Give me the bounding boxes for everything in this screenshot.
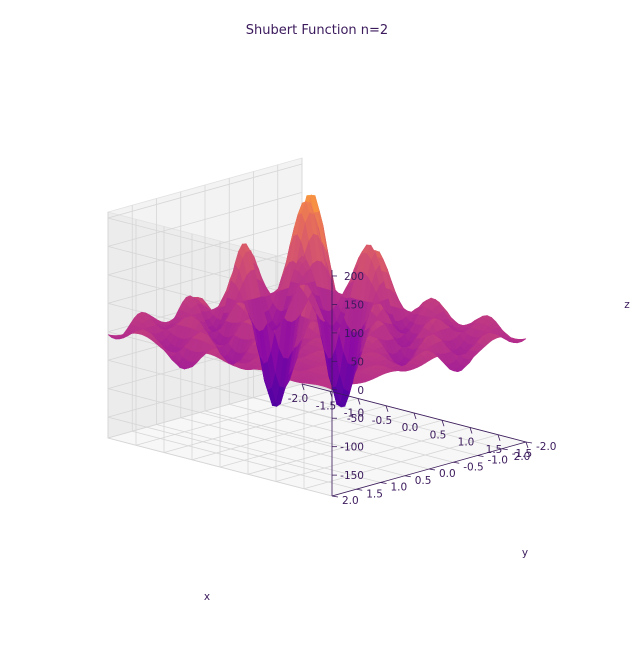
z-axis-label: z: [624, 299, 630, 311]
y-tick-mark: [380, 482, 387, 484]
y-tick-label: 1.5: [366, 488, 383, 500]
z-tick-label: 0: [357, 385, 364, 397]
x-axis-label: x: [204, 591, 210, 603]
gridline-y-floor: [204, 410, 430, 470]
y-tick-mark: [356, 488, 363, 491]
x-tick-label: 1.0: [458, 437, 475, 449]
gridline-z-back: [107, 416, 333, 476]
gridline-z-back: [107, 359, 333, 419]
x-tick-label: -1.5: [316, 400, 337, 412]
x-tick-mark: [385, 405, 389, 412]
gridline-z-back: [107, 388, 333, 448]
gridline-y-floor: [277, 390, 502, 450]
gridline-z-left: [107, 163, 303, 219]
axes-ticks: -2.0-1.5-1.0-0.50.00.51.01.52.0-2.0-1.5-…: [288, 271, 557, 507]
x-tick-label: -0.5: [372, 415, 393, 427]
z-tick-label: -100: [340, 442, 364, 454]
gridline-y-floor: [132, 430, 357, 490]
y-tick-mark: [428, 468, 436, 471]
x-tick-label: -2.0: [288, 393, 309, 405]
x-tick-mark: [525, 441, 529, 449]
z-tick-label: 200: [344, 271, 364, 283]
x-tick-mark: [413, 412, 417, 420]
gridline-y-floor: [107, 437, 333, 497]
x-tick-mark: [469, 427, 473, 434]
y-tick-label: -1.0: [488, 455, 509, 467]
x-tick-label: 2.0: [514, 451, 531, 463]
z-tick-label: 50: [351, 356, 364, 368]
surface-patch: [517, 338, 527, 342]
gridline-y-floor: [229, 403, 454, 463]
z-tick-label: -50: [347, 413, 364, 425]
y-tick-label: 0.5: [415, 475, 432, 487]
x-tick-mark: [497, 434, 501, 441]
gridline-z-left: [107, 248, 303, 304]
x-tick-mark: [329, 391, 333, 398]
gridline-z-left: [107, 192, 303, 247]
y-tick-label: -0.5: [463, 461, 484, 473]
y-axis-label: y: [522, 547, 528, 559]
y-tick-label: -2.0: [536, 441, 557, 453]
y-tick-label: 0.0: [439, 468, 456, 480]
gridline-y-floor: [180, 417, 405, 477]
z-tick-label: 150: [344, 299, 364, 311]
y-tick-label: 1.0: [391, 482, 408, 494]
y-tick-mark: [331, 495, 339, 498]
chart-title: Shubert Function n=2: [246, 23, 388, 38]
y-tick-mark: [477, 455, 484, 457]
z-tick-label: -150: [340, 470, 364, 482]
y-tick-mark: [453, 461, 460, 464]
y-tick-label: -1.5: [512, 448, 533, 460]
x-tick-label: 0.0: [402, 422, 419, 434]
y-tick-mark: [404, 475, 411, 478]
y-tick-mark: [525, 441, 533, 444]
gridline-z-left: [107, 220, 303, 276]
x-tick-label: 1.5: [486, 444, 503, 456]
surface-plot: [107, 194, 527, 408]
x-tick-label: 0.5: [430, 429, 447, 441]
x-tick-label: -1.0: [344, 408, 365, 420]
x-tick-mark: [441, 420, 445, 427]
gridline-y-floor: [156, 424, 381, 483]
y-tick-mark: [501, 448, 508, 451]
x-tick-mark: [357, 398, 361, 405]
y-tick-label: 2.0: [342, 495, 359, 507]
z-tick-label: 100: [344, 328, 364, 340]
x-tick-mark: [301, 383, 305, 391]
